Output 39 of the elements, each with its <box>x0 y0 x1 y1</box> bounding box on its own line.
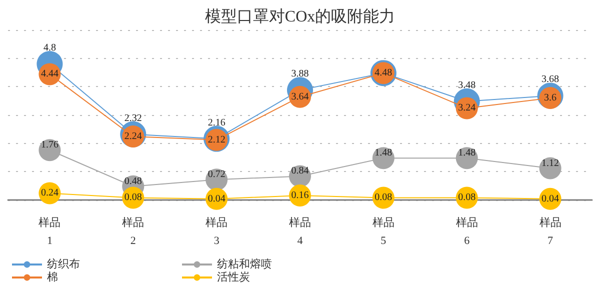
x-tick-label: 样品 7 <box>539 217 562 247</box>
data-label: 0.04 <box>208 193 226 204</box>
legend-label: 棉 <box>47 272 58 284</box>
data-label: 2.24 <box>124 131 142 142</box>
x-tick-label: 样品 3 <box>206 217 228 247</box>
data-label: 3.68 <box>542 74 560 86</box>
x-tick-label: 样品 4 <box>289 217 311 247</box>
data-label: 0.72 <box>208 169 226 180</box>
legend-label: 纺粘和熔喷 <box>217 258 272 270</box>
x-tick-label: 样品 5 <box>372 217 394 247</box>
data-label: 1.48 <box>458 148 476 159</box>
data-label: 1.48 <box>374 148 392 159</box>
data-label: 0.48 <box>124 176 142 187</box>
data-label: 2.32 <box>124 112 142 124</box>
data-label: 0.08 <box>124 192 142 204</box>
data-label: 0.04 <box>542 193 560 204</box>
data-label: 3.48 <box>458 80 476 91</box>
data-label: 0.08 <box>374 192 392 204</box>
x-tick-label: 样品 2 <box>122 217 144 247</box>
x-tick-label: 样品 6 <box>456 217 478 247</box>
data-label: 2.16 <box>208 117 226 128</box>
data-label: 3.88 <box>291 68 309 80</box>
data-label: 3.24 <box>458 102 476 114</box>
legend-label: 活性炭 <box>217 270 250 284</box>
chart-title: 模型口罩对COx的吸附能力 <box>204 8 396 26</box>
data-label: 0.84 <box>291 166 309 177</box>
data-label: 0.24 <box>40 188 58 199</box>
data-label: 0.08 <box>458 192 476 204</box>
data-label: 2.12 <box>208 134 226 146</box>
data-label: 0.16 <box>291 190 309 201</box>
data-label: 3.64 <box>291 91 309 102</box>
data-label: 4.8 <box>43 42 56 54</box>
data-label: 4.48 <box>374 68 392 79</box>
data-label: 1.12 <box>542 158 560 169</box>
legend-label: 纺织布 <box>47 258 80 270</box>
data-label: 3.6 <box>544 92 557 104</box>
data-label: 1.76 <box>40 140 58 151</box>
x-tick-label: 样品 1 <box>38 217 61 247</box>
data-label: 4.44 <box>40 68 58 80</box>
